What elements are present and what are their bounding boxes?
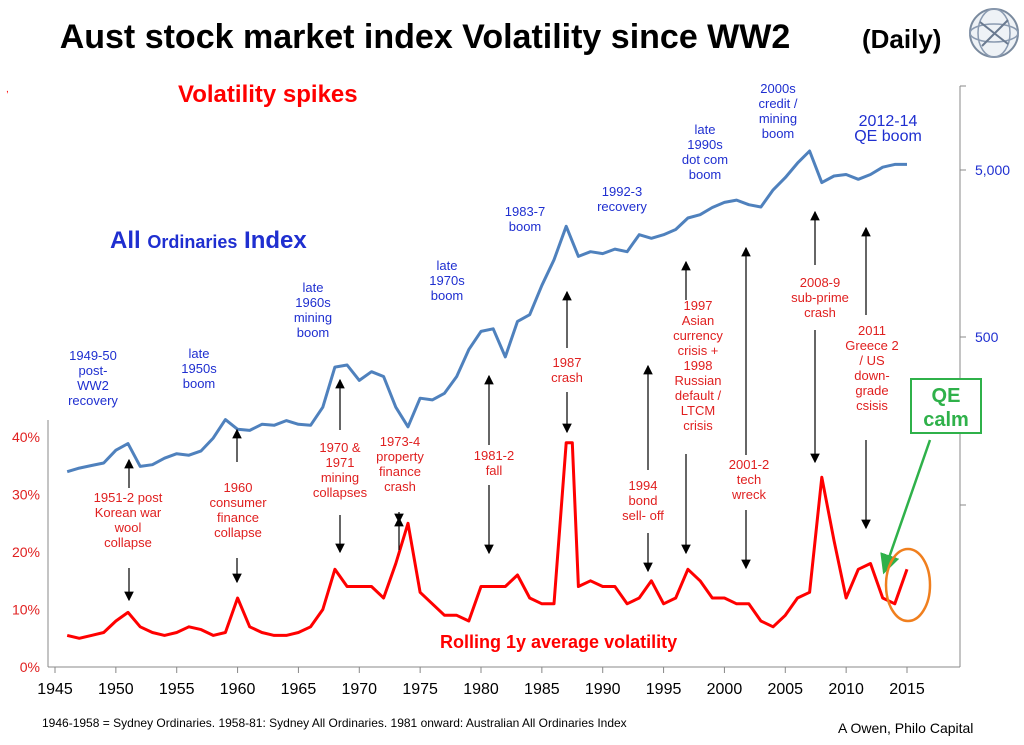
x-tick-label: 2010 xyxy=(828,681,864,698)
qe-calm-line-1: QE xyxy=(931,385,961,407)
index-annotation: 1983-7 boom xyxy=(505,204,545,234)
volatility-annotation: 2001-2 tech wreck xyxy=(729,457,769,502)
volatility-annotation: 1951-2 post Korean war wool collapse xyxy=(94,490,163,550)
index-annotation: 1949-50 post-WW2 recovery xyxy=(68,348,118,408)
x-tick-label: 1980 xyxy=(463,681,499,698)
right-tick-label: 500 xyxy=(975,329,999,345)
x-tick-label: 2015 xyxy=(889,681,925,698)
x-tick-label: 1985 xyxy=(524,681,560,698)
x-tick-label: 1970 xyxy=(341,681,377,698)
qe-calm-box: QE calm xyxy=(910,378,982,434)
index-annotation: late 1950s boom xyxy=(181,346,217,391)
qe-calm-line-2: calm xyxy=(923,409,969,431)
volatility-annotation: 1973-4 property finance crash xyxy=(376,434,424,494)
left-tick-label: 30% xyxy=(12,487,40,503)
x-tick-label: 1955 xyxy=(159,681,195,698)
index-annotation: late 1990s dot com boom xyxy=(682,122,728,182)
index-annotation: late 1970s boom xyxy=(429,258,465,303)
volatility-annotation: 2008-9 sub-prime crash xyxy=(791,275,849,320)
x-tick-label: 1975 xyxy=(402,681,438,698)
x-tick-label: 1945 xyxy=(37,681,73,698)
qe-highlight-ellipse xyxy=(884,547,932,623)
footnote: 1946-1958 = Sydney Ordinaries. 1958-81: … xyxy=(42,716,627,730)
x-tick-label: 2005 xyxy=(767,681,803,698)
credit: A Owen, Philo Capital xyxy=(838,720,974,736)
volatility-annotation: 1960 consumer finance collapse xyxy=(209,480,267,540)
volatility-annotation: 1981-2 fall xyxy=(474,448,514,478)
index-annotation: late 1960s mining boom xyxy=(294,280,332,340)
volatility-annotation: 1997 Asian currency crisis +1998 Russian defa… xyxy=(673,298,723,433)
chart-subtitle: (Daily) xyxy=(862,24,942,54)
x-tick-label: 1990 xyxy=(585,681,621,698)
x-tick-label: 1950 xyxy=(98,681,134,698)
series xyxy=(66,149,909,640)
volatility-annotation: 2011 Greece 2/ US down-grade csisis xyxy=(845,323,898,413)
stray-mark: , xyxy=(6,84,9,95)
chart-title: Aust stock market index Volatility since… xyxy=(59,18,791,56)
index-annotation: 1992-3 recovery xyxy=(597,184,647,214)
all-ordinaries-label: All Ordinaries Index xyxy=(110,227,307,254)
rolling-volatility-label: Rolling 1y average volatility xyxy=(440,632,677,652)
left-tick-label: 0% xyxy=(20,659,40,675)
index-series-line xyxy=(66,149,907,474)
left-tick-label: 40% xyxy=(12,429,40,445)
x-tick-label: 1995 xyxy=(646,681,682,698)
volatility-annotation: 1994 bond sell- off xyxy=(622,478,664,523)
left-tick-label: 10% xyxy=(12,602,40,618)
volatility-spikes-label: Volatility spikes xyxy=(178,81,358,108)
x-tick-label: 1960 xyxy=(220,681,256,698)
volatility-annotation: 1987 crash xyxy=(551,355,583,385)
x-tick-label: 2000 xyxy=(707,681,743,698)
x-tick-label: 1965 xyxy=(281,681,317,698)
right-tick-label: 5,000 xyxy=(975,162,1010,178)
annotations: Volatility spikes All Ordinaries Index Rol… xyxy=(6,81,932,652)
philo-logo-icon xyxy=(969,8,1019,58)
index-annotation: 2012-14 QE boom xyxy=(854,113,922,145)
index-annotation: 2000s credit / mining boom xyxy=(758,81,797,141)
qe-arrow xyxy=(880,439,932,575)
volatility-annotation: 1970 & 1971 mining collapses xyxy=(313,440,368,500)
axes: 1945 1950 1955 1960 1965 1970 1975 1980 1985 1990… xyxy=(12,85,1010,698)
left-tick-label: 20% xyxy=(12,544,40,560)
